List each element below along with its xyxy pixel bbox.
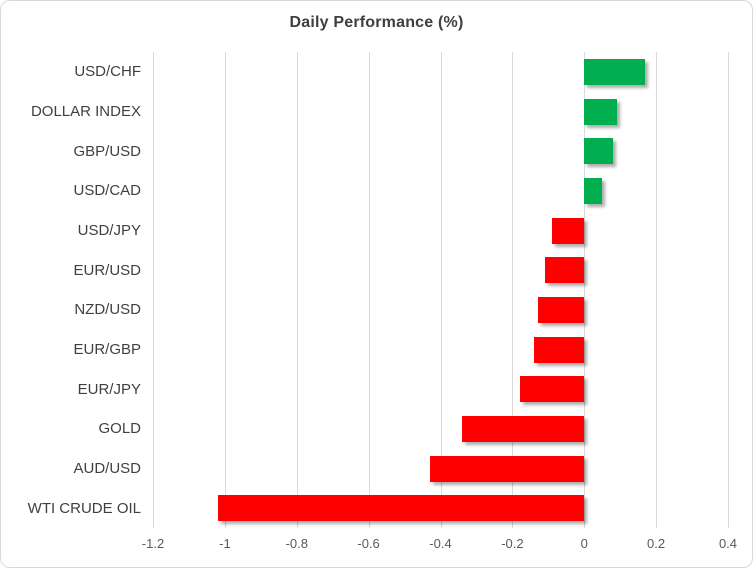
bar (533, 336, 585, 363)
gridline (296, 52, 298, 528)
category-label: USD/JPY (77, 222, 141, 240)
category-label: GOLD (98, 420, 141, 438)
chart-title: Daily Performance (%) (289, 14, 464, 31)
x-tick-label: -0.2 (501, 536, 524, 551)
gridline (656, 52, 658, 528)
bar (584, 58, 646, 85)
bar (429, 455, 585, 482)
x-tick-label: 0.4 (718, 536, 738, 551)
category-label: EUR/JPY (77, 380, 141, 398)
category-label: USD/CHF (74, 63, 141, 81)
x-tick-label: -1 (219, 536, 231, 551)
x-tick-label: -0.8 (285, 536, 308, 551)
bar (551, 217, 585, 244)
bar (584, 177, 603, 204)
bar (584, 138, 614, 165)
bar (537, 296, 585, 323)
category-label: WTI CRUDE OIL (27, 499, 141, 517)
gridline (728, 52, 729, 528)
bar (519, 376, 585, 403)
x-tick-label: 0 (580, 536, 588, 551)
bar (217, 495, 585, 522)
category-label: USD/CAD (73, 182, 141, 200)
category-label: DOLLAR INDEX (30, 103, 141, 121)
gridline (368, 52, 370, 528)
gridline (440, 52, 442, 528)
gridline (512, 52, 514, 528)
category-label: NZD/USD (74, 301, 141, 319)
x-tick-label: -0.6 (357, 536, 380, 551)
x-tick-label: -1.2 (141, 536, 165, 551)
gridline (584, 52, 586, 528)
x-tick-label: -0.4 (429, 536, 452, 551)
x-tick-label: 0.2 (647, 536, 666, 551)
gridline (224, 52, 226, 528)
bar (584, 98, 617, 125)
gridline (153, 52, 154, 528)
category-label: GBP/USD (73, 142, 141, 160)
bar (544, 257, 585, 284)
category-label: AUD/USD (73, 460, 141, 478)
bar (462, 415, 585, 442)
category-label: EUR/USD (73, 261, 141, 279)
category-label: EUR/GBP (73, 341, 141, 359)
